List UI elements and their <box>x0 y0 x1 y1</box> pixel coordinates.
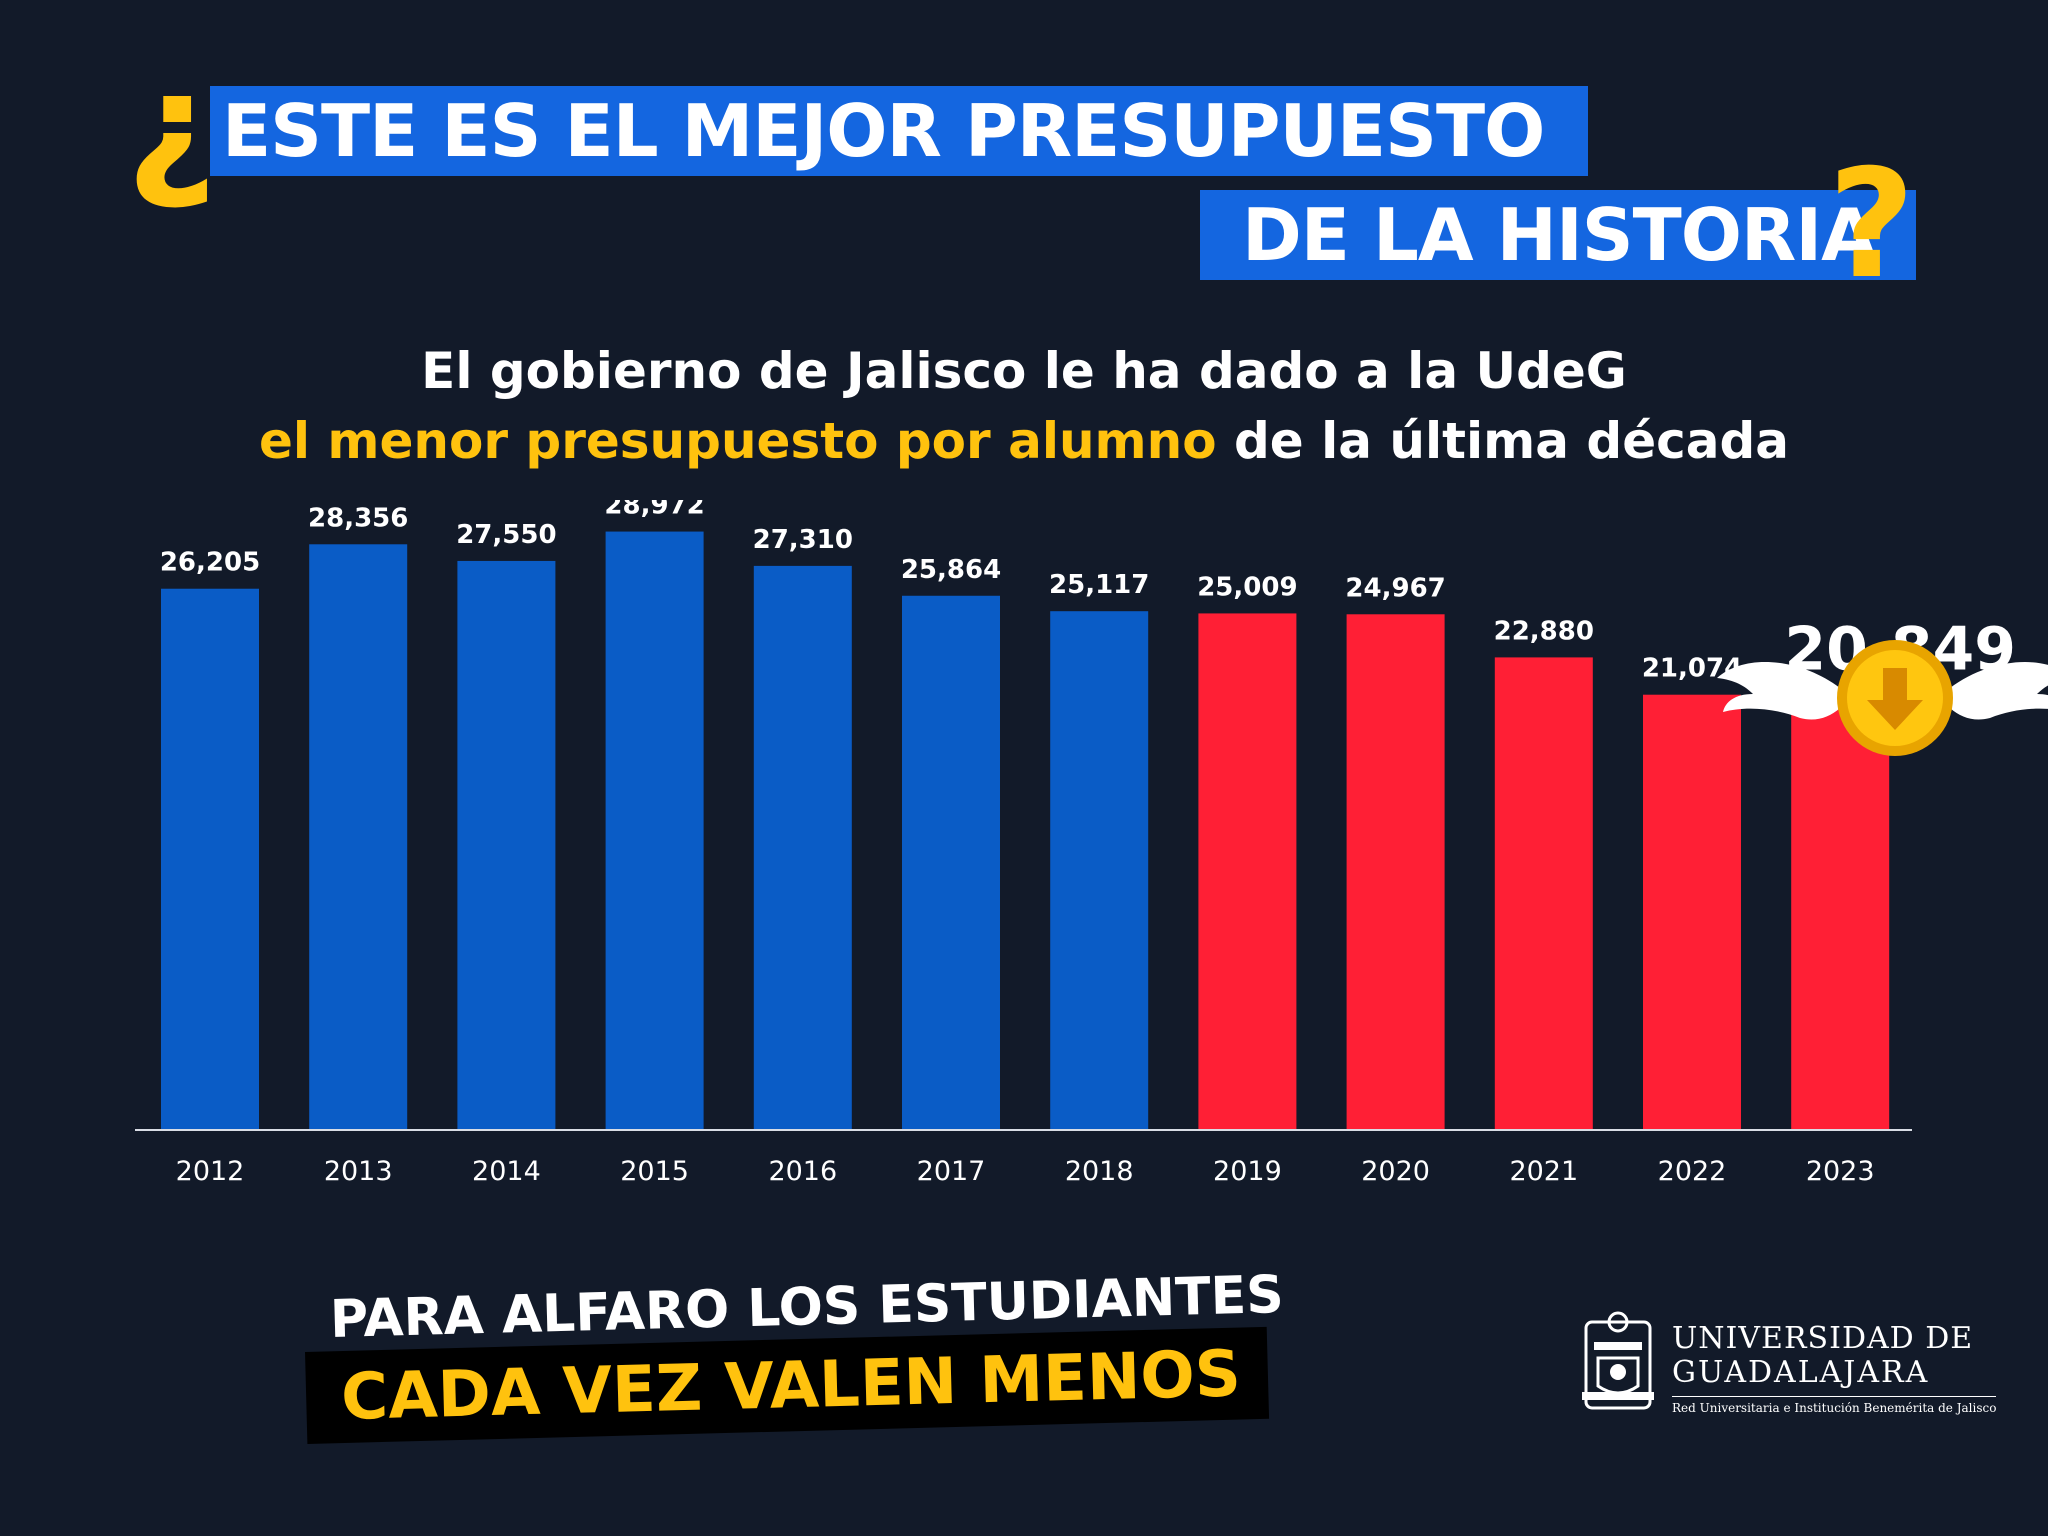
value-label: 28,356 <box>308 503 408 533</box>
title-line-2: DE LA HISTORIA <box>1200 190 1916 280</box>
close-question-mark: ? <box>1828 138 1916 312</box>
open-question-mark: ¿ <box>125 40 218 214</box>
tick-label: 2013 <box>324 1156 393 1187</box>
bar-2021 <box>1494 657 1593 1130</box>
title-line-1: ESTE ES EL MEJOR PRESUPUESTO <box>210 86 1589 176</box>
university-logo-text: UNIVERSIDAD DE GUADALAJARA Red Universit… <box>1672 1321 1997 1417</box>
value-label: 25,117 <box>1049 570 1149 600</box>
value-labels-group: 26,205 28,356 27,550 28,972 27,310 25,864 25,1… <box>160 500 2016 684</box>
value-label: 26,205 <box>160 548 260 578</box>
logo-line-1: UNIVERSIDAD DE <box>1672 1321 1974 1356</box>
tick-label: 2023 <box>1806 1156 1875 1187</box>
bar-2017 <box>902 595 1000 1130</box>
bar-2016 <box>753 565 852 1130</box>
tick-label: 2018 <box>1065 1156 1134 1187</box>
bar-2013 <box>309 544 408 1130</box>
bar-2014 <box>457 560 556 1130</box>
tick-label: 2019 <box>1213 1156 1282 1187</box>
value-label: 25,864 <box>901 555 1001 585</box>
bar-2019 <box>1198 613 1297 1130</box>
winged-coin-down-arrow-icon <box>1717 640 2048 756</box>
tick-label: 2017 <box>917 1156 986 1187</box>
tick-label: 2014 <box>472 1156 541 1187</box>
tick-label: 2022 <box>1658 1156 1727 1187</box>
value-label: 24,967 <box>1345 573 1445 603</box>
bar-2020 <box>1346 614 1445 1130</box>
subtitle-rest: de la última década <box>1216 412 1790 470</box>
tick-label: 2012 <box>176 1156 245 1187</box>
tick-label: 2020 <box>1361 1156 1430 1187</box>
subtitle-line-2: el menor presupuesto por alumno de la úl… <box>0 412 2048 470</box>
value-label: 27,550 <box>456 520 556 550</box>
tick-label: 2016 <box>768 1156 837 1187</box>
subtitle-highlight: el menor presupuesto por alumno <box>258 412 1217 470</box>
value-label: 22,880 <box>1494 616 1594 646</box>
subtitle-line-1: El gobierno de Jalisco le ha dado a la U… <box>421 342 1627 400</box>
value-label: 25,009 <box>1197 572 1297 602</box>
bar-2015 <box>605 531 704 1130</box>
tick-label: 2015 <box>620 1156 689 1187</box>
logo-line-2: GUADALAJARA <box>1672 1355 1930 1390</box>
tick-labels-group: 2012 2013 2014 2015 2016 2017 2018 2019 2020 2021… <box>176 1156 1875 1187</box>
value-label: 27,310 <box>753 525 853 555</box>
bar-2018 <box>1050 611 1149 1130</box>
value-label: 28,972 <box>604 500 704 521</box>
tick-label: 2021 <box>1509 1156 1578 1187</box>
bar-2022 <box>1643 694 1741 1130</box>
university-seal-icon <box>1582 1311 1654 1410</box>
bar-2023 <box>1791 699 1890 1130</box>
logo-line-3: Red Universitaria e Institución Beneméri… <box>1672 1396 1997 1417</box>
bars-group <box>161 531 1890 1130</box>
bar-2012 <box>161 588 259 1130</box>
bar-chart: 26,205 28,356 27,550 28,972 27,310 25,864 25,1… <box>135 500 2048 1187</box>
